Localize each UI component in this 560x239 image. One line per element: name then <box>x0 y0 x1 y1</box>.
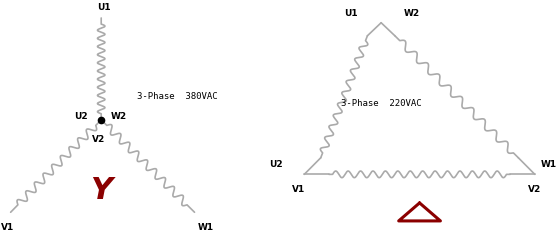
Text: U2: U2 <box>74 112 87 121</box>
Text: Y: Y <box>90 176 112 206</box>
Text: W1: W1 <box>540 160 557 169</box>
Text: V2: V2 <box>92 135 105 144</box>
Text: W2: W2 <box>403 9 419 17</box>
Text: 3-Phase  380VAC: 3-Phase 380VAC <box>137 92 217 101</box>
Text: W1: W1 <box>197 223 213 232</box>
Text: V2: V2 <box>528 185 542 194</box>
Text: U2: U2 <box>269 160 282 169</box>
Text: V1: V1 <box>292 185 305 194</box>
Text: 3-Phase  220VAC: 3-Phase 220VAC <box>341 99 422 108</box>
Text: U1: U1 <box>97 3 111 12</box>
Text: W2: W2 <box>111 112 127 121</box>
Text: U1: U1 <box>344 9 358 17</box>
Text: V1: V1 <box>1 223 15 232</box>
